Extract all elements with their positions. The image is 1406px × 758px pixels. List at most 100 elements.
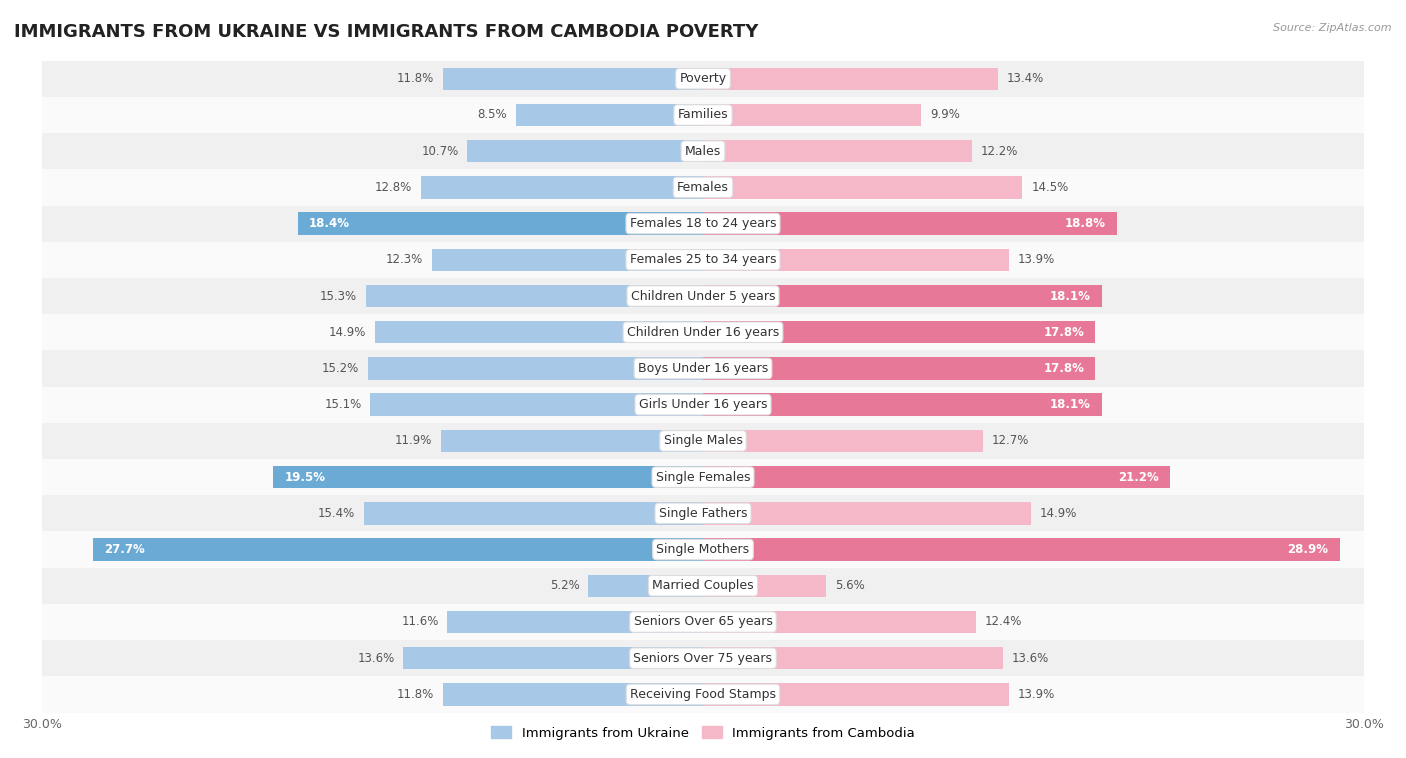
Text: 5.6%: 5.6% bbox=[835, 579, 865, 592]
Text: 21.2%: 21.2% bbox=[1118, 471, 1159, 484]
Bar bbox=[703, 357, 1095, 380]
Bar bbox=[420, 176, 703, 199]
Bar bbox=[703, 104, 921, 126]
Bar bbox=[703, 140, 972, 162]
Bar bbox=[42, 242, 1364, 278]
Bar bbox=[42, 205, 1364, 242]
Bar bbox=[443, 67, 703, 90]
Text: 12.3%: 12.3% bbox=[387, 253, 423, 266]
Bar bbox=[703, 575, 827, 597]
Text: Source: ZipAtlas.com: Source: ZipAtlas.com bbox=[1274, 23, 1392, 33]
Text: Females 25 to 34 years: Females 25 to 34 years bbox=[630, 253, 776, 266]
Text: 13.9%: 13.9% bbox=[1018, 253, 1056, 266]
Text: 11.8%: 11.8% bbox=[396, 72, 434, 85]
Bar bbox=[404, 647, 703, 669]
Bar bbox=[375, 321, 703, 343]
Text: 18.4%: 18.4% bbox=[309, 217, 350, 230]
Bar bbox=[364, 502, 703, 525]
Text: 18.1%: 18.1% bbox=[1050, 290, 1091, 302]
Bar bbox=[703, 285, 1102, 307]
Text: Single Males: Single Males bbox=[664, 434, 742, 447]
Bar bbox=[443, 683, 703, 706]
Text: Poverty: Poverty bbox=[679, 72, 727, 85]
Bar bbox=[703, 393, 1102, 416]
Bar bbox=[298, 212, 703, 235]
Text: 12.4%: 12.4% bbox=[986, 615, 1022, 628]
Bar bbox=[42, 640, 1364, 676]
Bar bbox=[42, 387, 1364, 423]
Text: 18.1%: 18.1% bbox=[1050, 398, 1091, 411]
Bar bbox=[42, 459, 1364, 495]
Bar bbox=[703, 647, 1002, 669]
Bar bbox=[432, 249, 703, 271]
Text: 13.6%: 13.6% bbox=[1011, 652, 1049, 665]
Text: 18.8%: 18.8% bbox=[1066, 217, 1107, 230]
Text: 14.5%: 14.5% bbox=[1031, 181, 1069, 194]
Bar bbox=[703, 683, 1010, 706]
Legend: Immigrants from Ukraine, Immigrants from Cambodia: Immigrants from Ukraine, Immigrants from… bbox=[486, 721, 920, 745]
Text: Single Mothers: Single Mothers bbox=[657, 543, 749, 556]
Bar bbox=[703, 538, 1340, 561]
Bar bbox=[42, 314, 1364, 350]
Text: Boys Under 16 years: Boys Under 16 years bbox=[638, 362, 768, 375]
Text: 27.7%: 27.7% bbox=[104, 543, 145, 556]
Bar bbox=[703, 176, 1022, 199]
Bar bbox=[366, 285, 703, 307]
Text: 11.9%: 11.9% bbox=[395, 434, 432, 447]
Text: Receiving Food Stamps: Receiving Food Stamps bbox=[630, 688, 776, 701]
Bar bbox=[93, 538, 703, 561]
Text: 11.6%: 11.6% bbox=[401, 615, 439, 628]
Text: 12.8%: 12.8% bbox=[375, 181, 412, 194]
Text: 17.8%: 17.8% bbox=[1043, 326, 1084, 339]
Bar bbox=[42, 531, 1364, 568]
Text: 13.6%: 13.6% bbox=[357, 652, 395, 665]
Text: 15.2%: 15.2% bbox=[322, 362, 360, 375]
Text: Families: Families bbox=[678, 108, 728, 121]
Bar bbox=[368, 357, 703, 380]
Bar bbox=[703, 212, 1118, 235]
Text: 13.9%: 13.9% bbox=[1018, 688, 1056, 701]
Bar bbox=[42, 169, 1364, 205]
Bar bbox=[42, 97, 1364, 133]
Text: 8.5%: 8.5% bbox=[477, 108, 508, 121]
Text: Children Under 5 years: Children Under 5 years bbox=[631, 290, 775, 302]
Text: Females 18 to 24 years: Females 18 to 24 years bbox=[630, 217, 776, 230]
Text: Married Couples: Married Couples bbox=[652, 579, 754, 592]
Bar bbox=[42, 423, 1364, 459]
Text: 19.5%: 19.5% bbox=[284, 471, 325, 484]
Bar bbox=[703, 430, 983, 452]
Bar bbox=[42, 278, 1364, 314]
Text: 13.4%: 13.4% bbox=[1007, 72, 1045, 85]
Bar bbox=[516, 104, 703, 126]
Text: 9.9%: 9.9% bbox=[929, 108, 960, 121]
Text: Seniors Over 75 years: Seniors Over 75 years bbox=[634, 652, 772, 665]
Text: 15.4%: 15.4% bbox=[318, 507, 354, 520]
Bar bbox=[703, 321, 1095, 343]
Bar bbox=[441, 430, 703, 452]
Text: 12.7%: 12.7% bbox=[991, 434, 1029, 447]
Text: 28.9%: 28.9% bbox=[1288, 543, 1329, 556]
Text: 14.9%: 14.9% bbox=[329, 326, 366, 339]
Bar bbox=[467, 140, 703, 162]
Bar bbox=[703, 67, 998, 90]
Bar bbox=[42, 133, 1364, 169]
Bar bbox=[589, 575, 703, 597]
Bar bbox=[703, 502, 1031, 525]
Bar bbox=[370, 393, 703, 416]
Text: 17.8%: 17.8% bbox=[1043, 362, 1084, 375]
Text: Single Females: Single Females bbox=[655, 471, 751, 484]
Text: 11.8%: 11.8% bbox=[396, 688, 434, 701]
Bar bbox=[42, 495, 1364, 531]
Text: 5.2%: 5.2% bbox=[550, 579, 579, 592]
Bar bbox=[42, 676, 1364, 713]
Text: 12.2%: 12.2% bbox=[980, 145, 1018, 158]
Bar bbox=[703, 466, 1170, 488]
Bar bbox=[703, 249, 1010, 271]
Text: 14.9%: 14.9% bbox=[1040, 507, 1077, 520]
Text: IMMIGRANTS FROM UKRAINE VS IMMIGRANTS FROM CAMBODIA POVERTY: IMMIGRANTS FROM UKRAINE VS IMMIGRANTS FR… bbox=[14, 23, 758, 41]
Text: 15.3%: 15.3% bbox=[321, 290, 357, 302]
Text: Seniors Over 65 years: Seniors Over 65 years bbox=[634, 615, 772, 628]
Bar bbox=[42, 61, 1364, 97]
Text: Females: Females bbox=[678, 181, 728, 194]
Bar bbox=[273, 466, 703, 488]
